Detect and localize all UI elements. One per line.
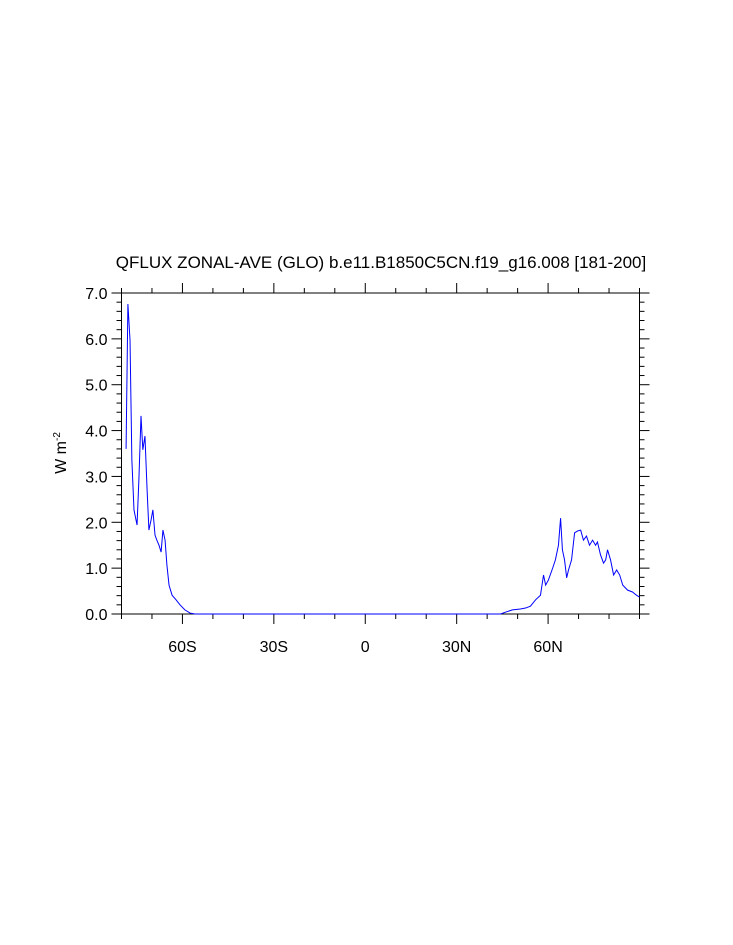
y-axis-label-sup: -2 (52, 432, 63, 441)
y-axis-label: W m-2 (52, 432, 70, 474)
data-line (125, 303, 640, 615)
y-tick-label: 4.0 (85, 424, 107, 441)
x-tick-label: 60N (533, 639, 562, 656)
chart-title: QFLUX ZONAL-AVE (GLO) b.e11.B1850C5CN.f1… (116, 253, 646, 272)
y-axis-label-main: W m (53, 441, 70, 474)
y-tick-label: 1.0 (85, 561, 107, 578)
y-tick-label: 0.0 (85, 607, 107, 624)
plot-frame (121, 292, 640, 615)
x-tick-label: 60S (168, 639, 196, 656)
x-tick-label: 0 (361, 639, 370, 656)
x-tick-label: 30S (260, 639, 288, 656)
y-tick-label: 3.0 (85, 469, 107, 486)
y-tick-label: 7.0 (85, 286, 107, 303)
y-tick-label: 6.0 (85, 332, 107, 349)
x-tick-label: 30N (442, 639, 471, 656)
y-tick-label: 5.0 (85, 378, 107, 395)
y-tick-label: 2.0 (85, 515, 107, 532)
